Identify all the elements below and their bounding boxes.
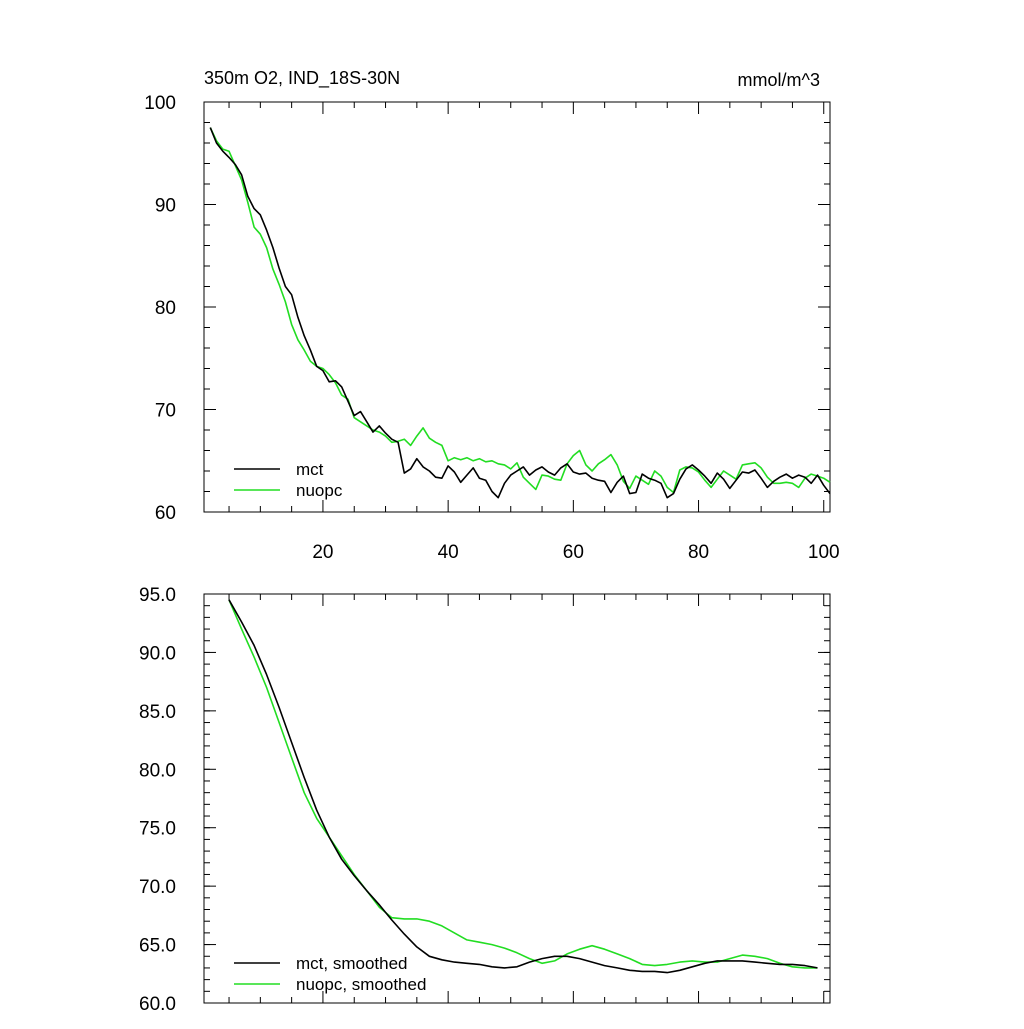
x-tick-label: 100 [808,542,840,563]
plot-frame [203,593,831,1004]
y-tick-label: 60 [155,503,176,524]
chart-title: 350m O2, IND_18S-30N [204,68,400,89]
y-tick-label: 95.0 [139,585,176,606]
y-tick-label: 90.0 [139,643,176,664]
y-tick-label: 85.0 [139,702,176,723]
legend-label: nuopc, smoothed [296,975,426,994]
legend-label: mct, smoothed [296,954,408,973]
series-line-mct [228,599,818,974]
y-tick-label: 70 [155,401,176,422]
x-tick-label: 60 [563,542,584,563]
y-tick-label: 80.0 [139,760,176,781]
y-tick-label: 60.0 [139,994,176,1015]
chart-panel-1: 60 70 80 90 100 20 40 60 80 100 mct nuopc 350m O2, I… [144,68,839,563]
y-tick-label: 100 [144,93,176,114]
y-tick-label: 65.0 [139,936,176,957]
series-line-nuopc [228,599,818,969]
y-tick-label: 80 [155,298,176,319]
units-label: mmol/m^3 [738,70,820,90]
legend-label: nuopc [296,481,343,500]
legend-label: mct [296,460,324,479]
plot-frame [203,101,831,513]
x-tick-label: 20 [312,542,333,563]
x-tick-label: 40 [438,542,459,563]
chart-panel-2: 60.0 65.0 70.0 75.0 80.0 85.0 90.0 95.0 mct, smo… [139,585,831,1015]
series-line-mct [209,127,831,499]
x-tick-label: 80 [688,542,709,563]
series-line-nuopc [209,127,831,494]
y-tick-label: 90 [155,196,176,217]
y-tick-label: 75.0 [139,819,176,840]
y-tick-label: 70.0 [139,877,176,898]
